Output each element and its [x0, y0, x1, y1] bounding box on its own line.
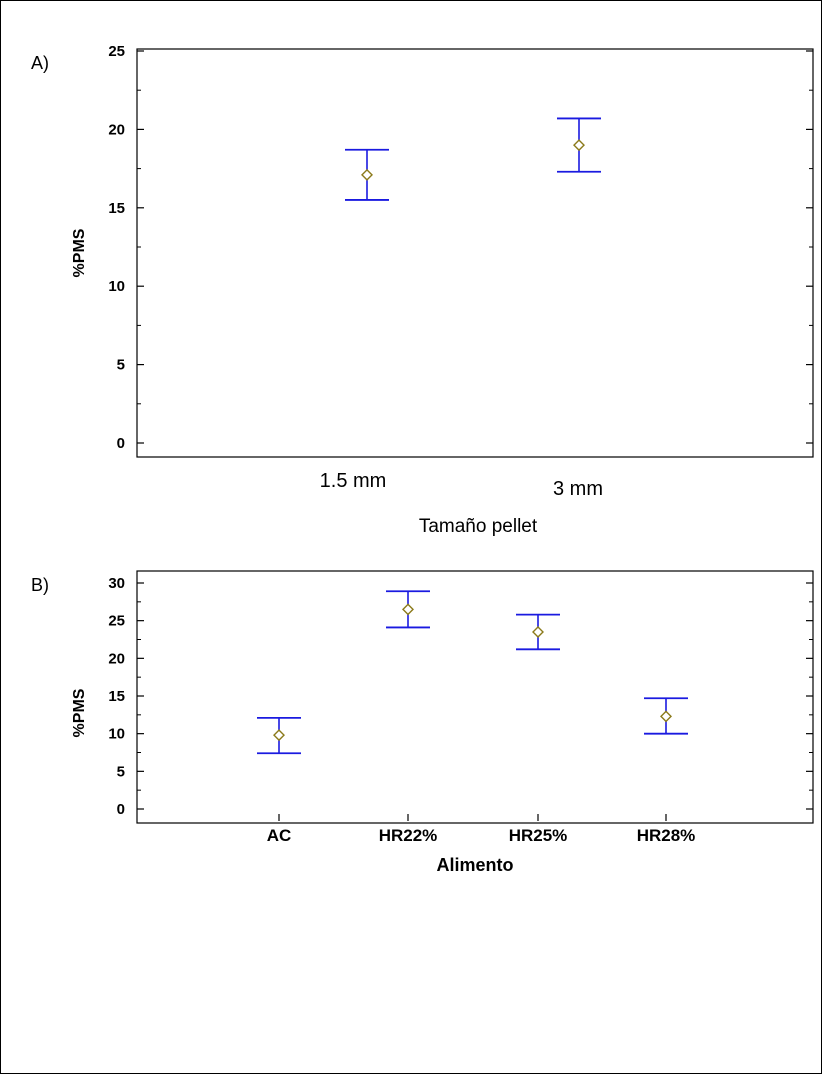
panel-a-y-tick-label-0: 0	[117, 435, 125, 452]
panel-b-plot-frame	[136, 570, 814, 824]
panel-b-x-tick-label-hr22: HR22%	[379, 826, 438, 845]
panel-b-mean-marker-hr28	[660, 710, 672, 723]
panel-a-plot-frame	[136, 48, 814, 458]
panel-a-x-axis-label: Tamaño pellet	[419, 516, 538, 537]
panel-b-y-tick-label-10: 10	[108, 726, 125, 743]
panel-b-mean-marker-hr22	[402, 603, 414, 616]
panel-b-x-tick-label-hr28: HR28%	[637, 826, 696, 845]
panel-a-points	[345, 117, 601, 201]
panel-b-y-tick-label-30: 30	[108, 575, 125, 592]
panel-a: A) 0 5 10 15 20 25 %PMS 1.5 mm 3 mm Tamaño pe…	[31, 43, 814, 537]
panel-b-y-axis-label: %PMS	[71, 688, 88, 737]
panel-b-y-tick-label-20: 20	[108, 650, 125, 667]
panel-a-y-tick-label-10: 10	[108, 278, 125, 295]
panel-a-mean-marker-15mm	[361, 168, 373, 181]
panel-a-y-tick-label-5: 5	[117, 357, 125, 374]
panel-a-x-tick-3mm: 3 mm	[553, 478, 603, 500]
panel-b-mean-marker-ac	[273, 729, 285, 742]
panel-b-label: B)	[31, 575, 49, 595]
panel-b: B) 0 5 10 15 20 25 30 %PMS AC HR22% HR25% HR28% A…	[31, 570, 814, 875]
panel-b-x-tick-label-hr25: HR25%	[509, 826, 568, 845]
panel-b-points	[257, 590, 688, 755]
panel-a-label: A)	[31, 53, 49, 73]
panel-b-y-axis: 0 5 10 15 20 25 30	[108, 575, 813, 818]
panel-a-mean-marker-3mm	[573, 139, 585, 152]
panel-b-x-tick-label-ac: AC	[267, 826, 292, 845]
panel-b-y-tick-label-5: 5	[117, 763, 125, 780]
panel-a-y-tick-label-20: 20	[108, 121, 125, 138]
panel-b-y-tick-label-0: 0	[117, 801, 125, 818]
panel-a-y-axis-label: %PMS	[71, 228, 88, 277]
panel-a-y-tick-label-15: 15	[108, 200, 125, 217]
panel-b-x-axis: AC HR22% HR25% HR28%	[267, 814, 696, 845]
panel-b-x-axis-label: Alimento	[436, 855, 513, 875]
panel-a-x-tick-1-5mm: 1.5 mm	[320, 470, 387, 492]
panel-b-y-tick-label-15: 15	[108, 688, 125, 705]
panel-a-y-tick-label-25: 25	[108, 43, 125, 60]
panel-b-mean-marker-hr25	[532, 625, 544, 638]
panel-a-y-axis: 0 5 10 15 20 25	[108, 43, 813, 452]
panel-b-y-tick-label-25: 25	[108, 613, 125, 630]
